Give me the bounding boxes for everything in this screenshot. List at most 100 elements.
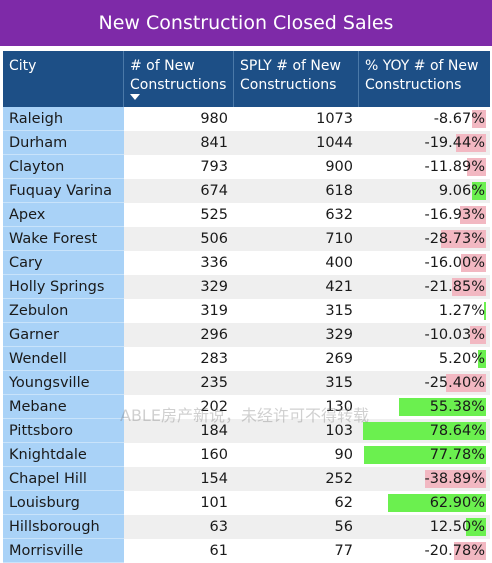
cell-sply: 252 xyxy=(234,467,359,491)
cell-new-constructions: 63 xyxy=(124,515,234,539)
cell-new-constructions: 202 xyxy=(124,395,234,419)
table-row[interactable]: Knightdale 160 90 77.78% xyxy=(3,443,490,467)
cell-city: Holly Springs xyxy=(3,275,124,299)
cell-city: Mebane xyxy=(3,395,124,419)
cell-yoy: -25.40% xyxy=(359,371,490,395)
cell-new-constructions: 525 xyxy=(124,203,234,227)
cell-new-constructions: 336 xyxy=(124,251,234,275)
cell-sply: 56 xyxy=(234,515,359,539)
yoy-bar-positive xyxy=(477,350,486,368)
table-row[interactable]: Mebane 202 130 55.38% xyxy=(3,395,490,419)
yoy-bar-negative xyxy=(453,542,486,560)
cell-yoy: 5.20% xyxy=(359,347,490,371)
cell-city: Hillsborough xyxy=(3,515,124,539)
cell-yoy: 77.78% xyxy=(359,443,490,467)
table-row[interactable]: Apex 525 632 -16.93% xyxy=(3,203,490,227)
cell-new-constructions: 980 xyxy=(124,107,234,131)
cell-yoy: 1.27% xyxy=(359,299,490,323)
table-row[interactable]: Morrisville 61 77 -20.78% xyxy=(3,539,490,563)
cell-yoy: 12.50% xyxy=(359,515,490,539)
table-row[interactable]: Louisburg 101 62 62.90% xyxy=(3,491,490,515)
column-header-yoy-line2: Constructions xyxy=(365,77,462,93)
cell-sply: 77 xyxy=(234,539,359,563)
cell-sply: 315 xyxy=(234,299,359,323)
sort-descending-icon xyxy=(130,94,140,100)
cell-city: Morrisville xyxy=(3,539,124,563)
cell-city: Zebulon xyxy=(3,299,124,323)
yoy-label: -28.73% xyxy=(424,231,485,247)
table-row[interactable]: Wendell 283 269 5.20% xyxy=(3,347,490,371)
cell-new-constructions: 841 xyxy=(124,131,234,155)
cell-city: Chapel Hill xyxy=(3,467,124,491)
table-row[interactable]: Youngsville 235 315 -25.40% xyxy=(3,371,490,395)
yoy-label: -20.78% xyxy=(424,543,485,559)
cell-city: Wake Forest xyxy=(3,227,124,251)
table-body: Raleigh 980 1073 -8.67% Durham 841 1044 -19.44%… xyxy=(3,107,490,563)
table-row[interactable]: Cary 336 400 -16.00% xyxy=(3,251,490,275)
table-row[interactable]: Durham 841 1044 -19.44% xyxy=(3,131,490,155)
column-header-sply-line2: Constructions xyxy=(240,77,337,93)
cell-new-constructions: 793 xyxy=(124,155,234,179)
yoy-bar-positive xyxy=(387,494,486,512)
cell-city: Raleigh xyxy=(3,107,124,131)
table-row[interactable]: Pittsboro 184 103 78.64% xyxy=(3,419,490,443)
cell-city: Garner xyxy=(3,323,124,347)
cell-sply: 710 xyxy=(234,227,359,251)
yoy-label: 55.38% xyxy=(429,399,485,415)
cell-new-constructions: 296 xyxy=(124,323,234,347)
yoy-bar-positive xyxy=(363,422,486,440)
cell-new-constructions: 160 xyxy=(124,443,234,467)
cell-sply: 315 xyxy=(234,371,359,395)
table-row[interactable]: Holly Springs 329 421 -21.85% xyxy=(3,275,490,299)
table-row[interactable]: Clayton 793 900 -11.89% xyxy=(3,155,490,179)
cell-city: Apex xyxy=(3,203,124,227)
table-row[interactable]: Fuquay Varina 674 618 9.06% xyxy=(3,179,490,203)
table-row[interactable]: Wake Forest 506 710 -28.73% xyxy=(3,227,490,251)
table-row[interactable]: Garner 296 329 -10.03% xyxy=(3,323,490,347)
yoy-bar-positive xyxy=(484,302,486,320)
table-row[interactable]: Chapel Hill 154 252 -38.89% xyxy=(3,467,490,491)
cell-yoy: -20.78% xyxy=(359,539,490,563)
cell-yoy: -16.93% xyxy=(359,203,490,227)
cell-yoy: -8.67% xyxy=(359,107,490,131)
cell-yoy: 9.06% xyxy=(359,179,490,203)
table-header: City # of New Constructions SPLY # of Ne… xyxy=(3,51,490,107)
yoy-bar-negative xyxy=(425,470,486,488)
yoy-label: -16.00% xyxy=(424,255,485,271)
cell-new-constructions: 235 xyxy=(124,371,234,395)
yoy-bar-negative xyxy=(470,326,486,344)
cell-sply: 103 xyxy=(234,419,359,443)
column-header-sply-line1: SPLY # of New xyxy=(240,58,341,74)
yoy-bar-negative xyxy=(451,278,486,296)
table-row[interactable]: Raleigh 980 1073 -8.67% xyxy=(3,107,490,131)
column-header-sply[interactable]: SPLY # of New Constructions xyxy=(234,51,359,107)
yoy-label: 12.50% xyxy=(429,519,485,535)
cell-yoy: -19.44% xyxy=(359,131,490,155)
cell-city: Louisburg xyxy=(3,491,124,515)
yoy-bar-positive xyxy=(466,518,486,536)
column-header-new-line1: # of New xyxy=(130,58,195,74)
table-row[interactable]: Zebulon 319 315 1.27% xyxy=(3,299,490,323)
column-header-yoy[interactable]: % YOY # of New Constructions xyxy=(359,51,490,107)
cell-sply: 618 xyxy=(234,179,359,203)
cell-city: Fuquay Varina xyxy=(3,179,124,203)
yoy-label: -11.89% xyxy=(424,159,485,175)
yoy-bar-negative xyxy=(446,374,486,392)
column-header-city[interactable]: City xyxy=(3,51,124,107)
yoy-label: 77.78% xyxy=(429,447,485,463)
cell-city: Youngsville xyxy=(3,371,124,395)
cell-yoy: -10.03% xyxy=(359,323,490,347)
table-row[interactable]: Hillsborough 63 56 12.50% xyxy=(3,515,490,539)
cell-yoy: 62.90% xyxy=(359,491,490,515)
column-header-yoy-line1: % YOY # of New xyxy=(365,58,479,74)
yoy-bar-negative xyxy=(459,206,486,224)
yoy-bar-negative xyxy=(461,254,486,272)
column-header-new-constructions[interactable]: # of New Constructions xyxy=(124,51,234,107)
cell-yoy: -16.00% xyxy=(359,251,490,275)
cell-new-constructions: 184 xyxy=(124,419,234,443)
cell-new-constructions: 506 xyxy=(124,227,234,251)
cell-city: Wendell xyxy=(3,347,124,371)
cell-sply: 329 xyxy=(234,323,359,347)
cell-city: Clayton xyxy=(3,155,124,179)
yoy-label: -19.44% xyxy=(424,135,485,151)
